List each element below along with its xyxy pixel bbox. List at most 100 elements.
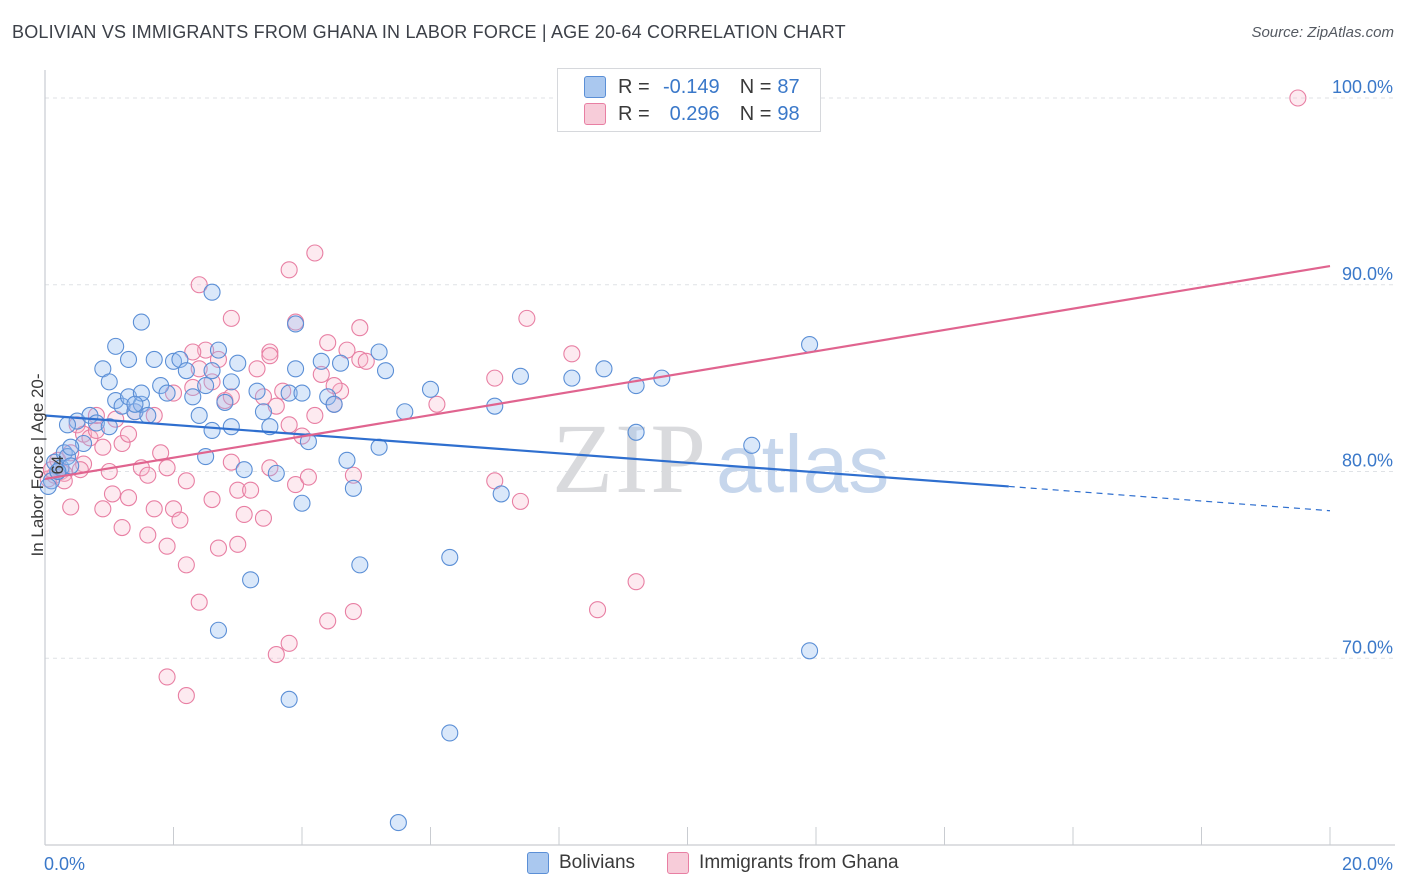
bolivian-point xyxy=(325,395,343,413)
ghana-point xyxy=(267,397,285,415)
ghana-point xyxy=(103,485,122,503)
legend-n-label: N = xyxy=(739,102,772,125)
bolivian-point xyxy=(248,382,266,400)
ghana-point xyxy=(511,492,530,510)
legend-r-label: R = xyxy=(618,75,650,98)
legend-swatch-bolivians xyxy=(527,852,549,874)
ghana-point xyxy=(177,556,195,574)
ghana-point xyxy=(261,343,279,361)
bolivian-point xyxy=(344,479,362,497)
ghana-point xyxy=(306,406,324,425)
ghana-point xyxy=(222,453,240,471)
bolivian-point xyxy=(126,395,144,413)
ghana-point xyxy=(319,334,337,352)
ghana-point xyxy=(280,261,298,279)
legend-r-value: 0.296 xyxy=(669,102,720,125)
bolivian-point xyxy=(209,341,228,359)
legend-n-label: N = xyxy=(739,75,772,98)
bolivian-point xyxy=(351,556,369,574)
ghana-point xyxy=(158,668,176,686)
watermark-atlas: atlas xyxy=(716,419,889,510)
ghana-point xyxy=(190,276,208,294)
bolivian-point xyxy=(627,423,645,441)
ghana-point xyxy=(158,459,176,477)
ghana-point xyxy=(229,535,247,553)
bolivian-point xyxy=(376,362,395,380)
y-tick-label: 70.0% xyxy=(1342,637,1393,657)
ghana-point xyxy=(119,489,138,507)
bolivian-point xyxy=(287,315,305,333)
bolivian-point xyxy=(132,313,150,331)
ghana-point xyxy=(357,352,375,370)
bolivian-point xyxy=(595,360,613,378)
ghana-point xyxy=(139,466,157,484)
ghana-point xyxy=(190,360,208,378)
ghana-point xyxy=(100,462,118,481)
axes xyxy=(44,70,1395,846)
bolivian-point xyxy=(338,451,356,469)
bolivian-point xyxy=(563,369,581,387)
bolivian-point xyxy=(222,418,240,436)
chart-source: Source: ZipAtlas.com xyxy=(1251,24,1394,41)
legend-swatch-ghana xyxy=(584,103,606,125)
ghana-point xyxy=(164,384,183,402)
ghana-point xyxy=(518,309,536,327)
bolivian-point xyxy=(299,433,317,451)
bolivian-point xyxy=(267,464,285,482)
ghana-point xyxy=(299,468,317,486)
bolivian-point xyxy=(216,393,234,411)
legend-n-value: 98 xyxy=(777,102,800,125)
ghana-point xyxy=(184,343,202,361)
bolivian-point xyxy=(441,724,459,742)
bolivian-point xyxy=(370,438,388,456)
bolivian-point xyxy=(235,461,253,479)
bolivian-point xyxy=(331,354,350,372)
bolivian-point xyxy=(293,494,311,512)
bolivian-point xyxy=(801,335,819,354)
bolivian-point xyxy=(254,403,273,421)
ghana-point xyxy=(280,416,298,434)
ghana-point xyxy=(197,341,215,359)
legend-row-bolivians: R = -0.149 N = 87 xyxy=(584,75,800,99)
legend-row-ghana: R = 0.296 N = 98 xyxy=(584,102,800,126)
bolivian-point xyxy=(492,485,510,503)
ghana-point xyxy=(254,509,273,527)
y-tick-label: 100.0% xyxy=(1332,77,1393,97)
y-tick-label: 80.0% xyxy=(1342,451,1393,471)
legend-swatch-ghana xyxy=(667,852,690,874)
ghana-point xyxy=(158,537,176,555)
ghana-point xyxy=(280,634,298,652)
bolivian-point xyxy=(511,367,530,385)
ghana-point xyxy=(203,490,221,509)
bolivian-point xyxy=(119,350,138,369)
ghana-point xyxy=(177,687,195,705)
bolivian-point xyxy=(293,384,311,402)
chart-title: BOLIVIAN VS IMMIGRANTS FROM GHANA IN LAB… xyxy=(12,22,846,42)
bolivian-point xyxy=(62,438,80,456)
bolivian-point xyxy=(100,418,118,436)
bolivian-point xyxy=(209,621,228,639)
legend-r-label: R = xyxy=(618,102,650,125)
ghana-point xyxy=(209,539,228,557)
trend-lines xyxy=(44,264,1331,512)
ghana-point xyxy=(306,244,324,262)
legend-label-bolivians: Bolivians xyxy=(559,852,636,873)
bolivian-point xyxy=(139,406,157,425)
bolivian-point xyxy=(743,436,761,454)
ghana-point xyxy=(184,378,202,397)
bolivian-point xyxy=(158,384,176,402)
x-tick-label: 20.0% xyxy=(1342,854,1393,874)
legend-swatch-bolivians xyxy=(584,76,606,98)
bolivian-point xyxy=(100,373,118,391)
ghana-point xyxy=(229,481,247,499)
ghana-point xyxy=(113,434,131,453)
bolivian-point xyxy=(203,362,221,380)
ghana-point xyxy=(177,472,195,490)
ghana-trend-line xyxy=(44,264,1331,481)
bolivian-point xyxy=(190,406,208,425)
bolivian-point xyxy=(222,373,240,391)
bolivian-point xyxy=(164,352,183,370)
ghana-point xyxy=(171,511,189,529)
x-tick-label: 0.0% xyxy=(44,854,85,874)
